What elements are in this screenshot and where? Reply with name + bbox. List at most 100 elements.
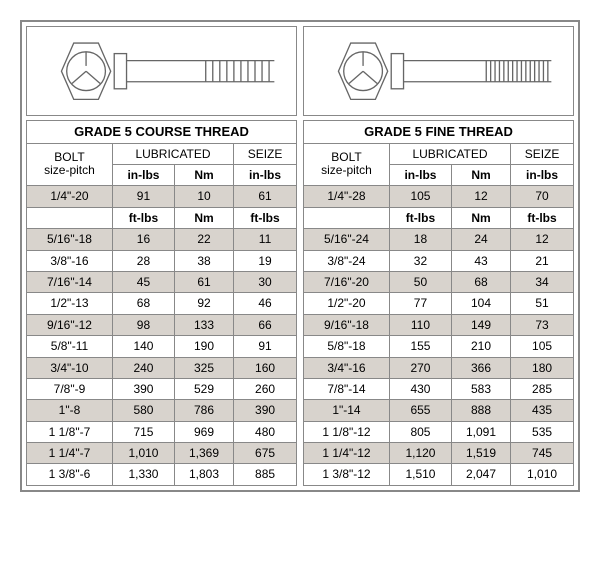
col-lubricated: LUBRICATED xyxy=(389,143,510,164)
cell-seize: 745 xyxy=(511,443,574,464)
unit-ftlbs: ft-lbs xyxy=(389,207,451,228)
cell-lub: 18 xyxy=(389,229,451,250)
torque-chart: GRADE 5 COURSE THREAD BOLT size-pitch LU… xyxy=(20,20,580,492)
unit-inlbs: in-lbs xyxy=(389,164,451,185)
cell-lub: 105 xyxy=(389,186,451,207)
cell-lub: 580 xyxy=(112,400,174,421)
cell-lub: 16 xyxy=(112,229,174,250)
unit-inlbs: in-lbs xyxy=(234,164,297,185)
cell-size: 1 3/8"-12 xyxy=(304,464,390,485)
cell-seize: 34 xyxy=(511,271,574,292)
col-lubricated: LUBRICATED xyxy=(112,143,233,164)
cell-lub: 45 xyxy=(112,271,174,292)
course-thread-table: GRADE 5 COURSE THREAD BOLT size-pitch LU… xyxy=(26,120,297,486)
cell-nm: 2,047 xyxy=(451,464,510,485)
cell-lub: 50 xyxy=(389,271,451,292)
cell-seize: 480 xyxy=(234,421,297,442)
cell-nm: 43 xyxy=(451,250,510,271)
table-row: 1 3/8"-121,5102,0471,010 xyxy=(304,464,574,485)
cell-size: 3/8"-16 xyxy=(27,250,113,271)
cell-lub: 655 xyxy=(389,400,451,421)
table-row: 1 1/8"-7715969480 xyxy=(27,421,297,442)
cell-lub: 1,510 xyxy=(389,464,451,485)
cell-seize: 12 xyxy=(511,229,574,250)
cell-nm: 529 xyxy=(174,378,233,399)
cell-size: 1 1/8"-7 xyxy=(27,421,113,442)
cell-lub: 68 xyxy=(112,293,174,314)
cell-nm: 1,369 xyxy=(174,443,233,464)
table-row: 1/2"-13689246 xyxy=(27,293,297,314)
table-row: 1"-14655888435 xyxy=(304,400,574,421)
course-thread-panel: GRADE 5 COURSE THREAD BOLT size-pitch LU… xyxy=(26,26,297,486)
course-rows: 5/16"-181622113/8"-162838197/16"-1445613… xyxy=(27,229,297,486)
cell-seize: 260 xyxy=(234,378,297,399)
hdr-bolt-l2: size-pitch xyxy=(321,163,372,177)
table-row: 9/16"-1811014973 xyxy=(304,314,574,335)
cell-nm: 190 xyxy=(174,336,233,357)
cell-nm: 366 xyxy=(451,357,510,378)
cell-seize: 46 xyxy=(234,293,297,314)
cell-size: 7/8"-14 xyxy=(304,378,390,399)
cell-lub: 430 xyxy=(389,378,451,399)
cell-seize: 105 xyxy=(511,336,574,357)
cell-lub: 32 xyxy=(389,250,451,271)
cell-size: 3/4"-10 xyxy=(27,357,113,378)
fine-thread-panel: GRADE 5 FINE THREAD BOLT size-pitch LUBR… xyxy=(303,26,574,486)
cell-size: 1/4"-28 xyxy=(304,186,390,207)
cell-seize: 390 xyxy=(234,400,297,421)
cell-seize: 885 xyxy=(234,464,297,485)
cell-seize: 285 xyxy=(511,378,574,399)
table-row: 7/8"-9390529260 xyxy=(27,378,297,399)
table-row: 9/16"-129813366 xyxy=(27,314,297,335)
cell-lub: 140 xyxy=(112,336,174,357)
cell-size: 5/8"-11 xyxy=(27,336,113,357)
unit-ftlbs: ft-lbs xyxy=(112,207,174,228)
table-row: 3/4"-16270366180 xyxy=(304,357,574,378)
cell-seize: 19 xyxy=(234,250,297,271)
bolt-illustration-course xyxy=(26,26,297,116)
table-row: 1/4"-28 105 12 70 xyxy=(304,186,574,207)
table-row: 5/8"-18155210105 xyxy=(304,336,574,357)
table-row: 1 1/4"-71,0101,369675 xyxy=(27,443,297,464)
cell-seize: 73 xyxy=(511,314,574,335)
cell-seize: 1,010 xyxy=(511,464,574,485)
unit-nm: Nm xyxy=(451,207,510,228)
cell-size: 7/16"-20 xyxy=(304,271,390,292)
cell-size: 5/16"-24 xyxy=(304,229,390,250)
cell-lub: 155 xyxy=(389,336,451,357)
cell-lub: 77 xyxy=(389,293,451,314)
cell-seize: 66 xyxy=(234,314,297,335)
unit-inlbs: in-lbs xyxy=(511,164,574,185)
table-row: 5/16"-24182412 xyxy=(304,229,574,250)
unit-ftlbs: ft-lbs xyxy=(511,207,574,228)
bolt-icon xyxy=(315,36,562,106)
cell-size: 1/2"-20 xyxy=(304,293,390,314)
cell-lub: 1,010 xyxy=(112,443,174,464)
unit-nm: Nm xyxy=(451,164,510,185)
cell-size: 3/8"-24 xyxy=(304,250,390,271)
cell-nm: 325 xyxy=(174,357,233,378)
table-row: 1/4"-20 91 10 61 xyxy=(27,186,297,207)
table-title: GRADE 5 COURSE THREAD xyxy=(27,121,297,144)
cell-lub: 715 xyxy=(112,421,174,442)
cell-seize: 160 xyxy=(234,357,297,378)
cell-seize: 535 xyxy=(511,421,574,442)
cell-size: 1 1/4"-12 xyxy=(304,443,390,464)
cell-lub: 1,330 xyxy=(112,464,174,485)
unit-nm: Nm xyxy=(174,207,233,228)
cell-size: 5/16"-18 xyxy=(27,229,113,250)
col-bolt: BOLT size-pitch xyxy=(304,143,390,186)
col-seize: SEIZE xyxy=(511,143,574,164)
cell-nm: 104 xyxy=(451,293,510,314)
cell-nm: 1,519 xyxy=(451,443,510,464)
unit-inlbs: in-lbs xyxy=(112,164,174,185)
table-row: 3/8"-16283819 xyxy=(27,250,297,271)
fine-rows: 5/16"-241824123/8"-243243217/16"-2050683… xyxy=(304,229,574,486)
cell-nm: 12 xyxy=(451,186,510,207)
cell-size: 3/4"-16 xyxy=(304,357,390,378)
hdr-bolt-l2: size-pitch xyxy=(44,163,95,177)
cell-size: 5/8"-18 xyxy=(304,336,390,357)
cell-seize: 61 xyxy=(234,186,297,207)
units-row: ft-lbs Nm ft-lbs xyxy=(304,207,574,228)
cell-nm: 68 xyxy=(451,271,510,292)
